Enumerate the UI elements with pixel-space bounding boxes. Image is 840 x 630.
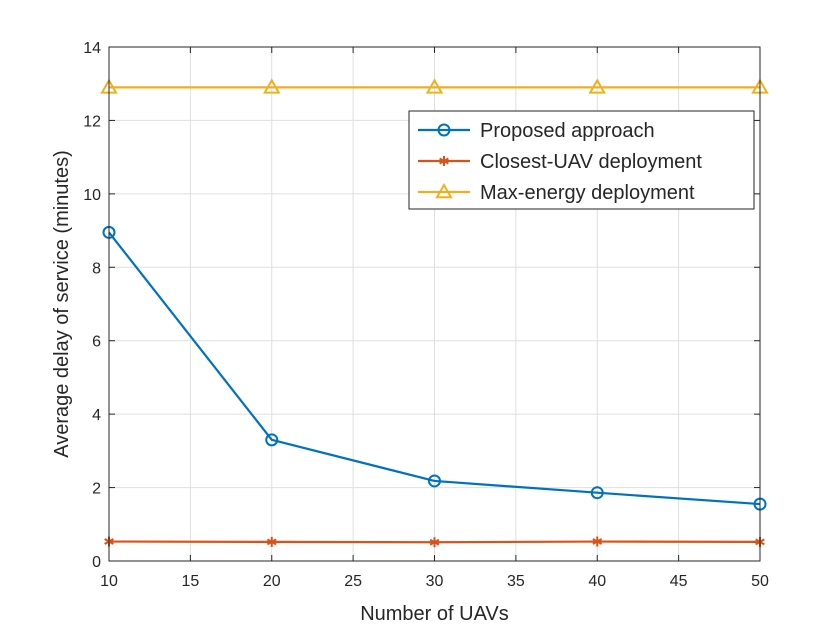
x-tick-label: 40: [588, 573, 606, 590]
y-tick-label: 8: [92, 260, 101, 277]
legend-entry: Closest-UAV deployment: [418, 151, 702, 173]
legend-label: Closest-UAV deployment: [480, 151, 702, 173]
x-tick-label: 30: [426, 573, 444, 590]
data-point-triangle: [263, 78, 281, 94]
data-point-circle: [265, 433, 279, 447]
y-tick-label: 4: [92, 407, 101, 424]
data-point-asterisk: [439, 156, 449, 166]
y-tick-label: 12: [83, 113, 101, 130]
x-tick-label: 10: [100, 573, 118, 590]
data-point-circle: [428, 474, 441, 488]
y-tick-label: 2: [92, 481, 101, 498]
legend-entry: Max-energy deployment: [418, 182, 695, 204]
legend: Proposed approach Closest-UAV deployment M…: [408, 110, 755, 210]
x-tick-label: 50: [751, 573, 769, 590]
asterisk-stroke: [592, 538, 603, 545]
data-point-circle: [437, 123, 451, 137]
asterisk-stroke: [429, 538, 440, 546]
y-tick-label: 6: [92, 334, 101, 351]
asterisk-stroke: [439, 157, 449, 165]
data-point-triangle: [435, 182, 453, 199]
series-layer: [100, 78, 769, 548]
legend-entry: Proposed approach: [418, 120, 655, 142]
x-tick-label: 25: [344, 573, 362, 590]
legend-label: Max-energy deployment: [480, 182, 695, 204]
data-point-triangle: [588, 78, 606, 94]
x-tick-label: 45: [670, 573, 688, 590]
y-tick-label: 10: [83, 187, 101, 204]
y-axis-label: Average delay of service (minutes): [51, 150, 73, 458]
axis-ticks: 10 15 20 25 30 35 40 45 50 0 2 4 6 8 10 12 14: [83, 40, 769, 590]
data-point-triangle: [425, 78, 444, 94]
x-tick-label: 35: [507, 573, 525, 590]
x-tick-label: 15: [181, 573, 199, 590]
data-point-circle: [590, 486, 604, 500]
series-line: [108, 231, 761, 506]
y-tick-label: 0: [92, 554, 101, 571]
y-tick-label: 14: [83, 40, 101, 57]
data-point-asterisk: [266, 536, 277, 547]
asterisk-stroke: [266, 538, 277, 546]
x-axis-label: Number of UAVs: [360, 603, 509, 625]
data-point-asterisk: [429, 537, 440, 548]
data-point-asterisk: [592, 536, 603, 547]
legend-label: Proposed approach: [480, 120, 655, 142]
x-tick-label: 20: [263, 573, 281, 590]
